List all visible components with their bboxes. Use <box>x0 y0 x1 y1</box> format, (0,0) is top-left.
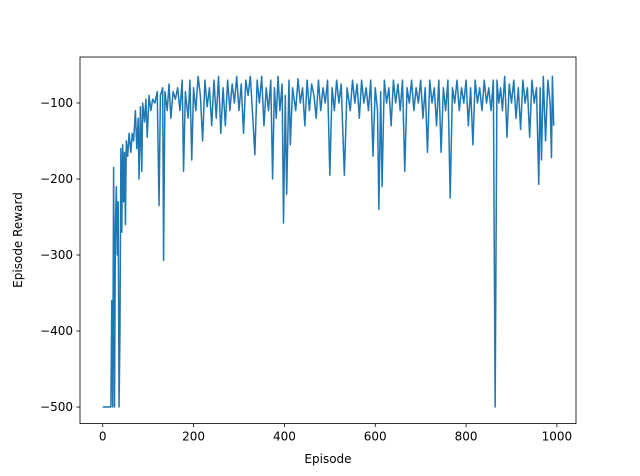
x-axis-label: Episode <box>304 452 351 466</box>
y-tick-label: −400 <box>40 324 73 338</box>
data-line <box>102 75 555 408</box>
y-tick-label: −500 <box>40 400 73 414</box>
plot-frame <box>79 56 577 425</box>
x-tick-label: 600 <box>364 430 387 444</box>
y-tick-label: −300 <box>40 248 73 262</box>
x-tick-label: 400 <box>273 430 296 444</box>
x-tick-label: 800 <box>455 430 478 444</box>
y-tick-label: −200 <box>40 172 73 186</box>
x-tick-label: 0 <box>99 430 107 444</box>
y-axis-label: Episode Reward <box>11 192 25 288</box>
x-tick-label: 1000 <box>542 430 573 444</box>
y-tick-label: −100 <box>40 96 73 110</box>
x-tick-label: 200 <box>182 430 205 444</box>
